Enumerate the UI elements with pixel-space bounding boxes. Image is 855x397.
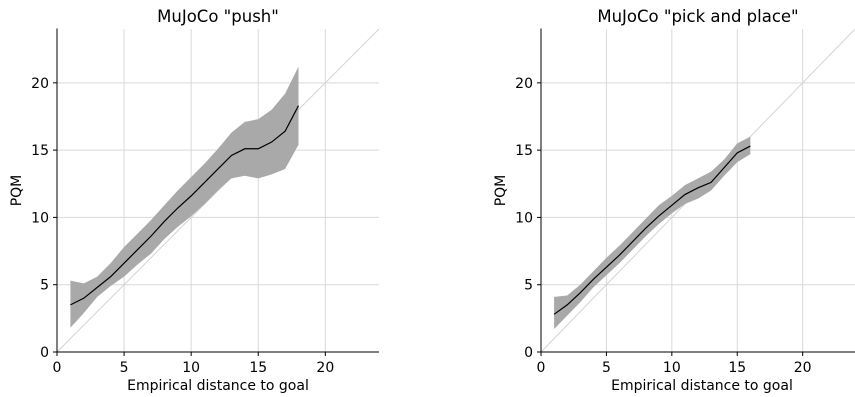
mean-line [553, 145, 751, 315]
x-axis-label: Empirical distance to goal [127, 378, 309, 394]
plot-area [57, 29, 379, 352]
x-tick-label: 0 [537, 360, 546, 376]
y-tick-label: 10 [31, 210, 49, 226]
y-axis-label: PQM [493, 175, 509, 207]
y-tick-label: 20 [515, 76, 533, 92]
x-tick-label: 15 [249, 360, 267, 376]
x-tick-label: 0 [53, 360, 62, 376]
x-tick-label: 5 [602, 360, 611, 376]
mean-line [70, 105, 300, 306]
y-axis-label: PQM [9, 175, 25, 207]
y-tick-label: 15 [515, 143, 533, 159]
x-tick-label: 20 [794, 360, 812, 376]
x-tick-label: 10 [182, 360, 200, 376]
y-tick-label: 0 [524, 345, 533, 361]
y-tick-label: 15 [31, 143, 49, 159]
x-tick-label: 10 [663, 360, 681, 376]
y-tick-label: 5 [40, 278, 49, 294]
confidence-band [554, 136, 751, 330]
chart-panel-push: 0 5 10 15 20 0 5 10 15 20 Empirical distance to go… [9, 7, 379, 394]
y-tick-label: 20 [31, 76, 49, 92]
y-tick-label: 10 [515, 210, 533, 226]
x-tick-label: 20 [316, 360, 334, 376]
confidence-band [70, 66, 299, 328]
y-tick-label: 5 [524, 278, 533, 294]
x-axis-label: Empirical distance to goal [611, 378, 793, 394]
chart-title: MuJoCo "pick and place" [597, 7, 798, 26]
y-tick-label: 0 [40, 345, 49, 361]
x-tick-label: 15 [728, 360, 746, 376]
x-tick-label: 5 [120, 360, 129, 376]
plot-area [541, 29, 855, 352]
chart-title: MuJoCo "push" [157, 7, 279, 26]
